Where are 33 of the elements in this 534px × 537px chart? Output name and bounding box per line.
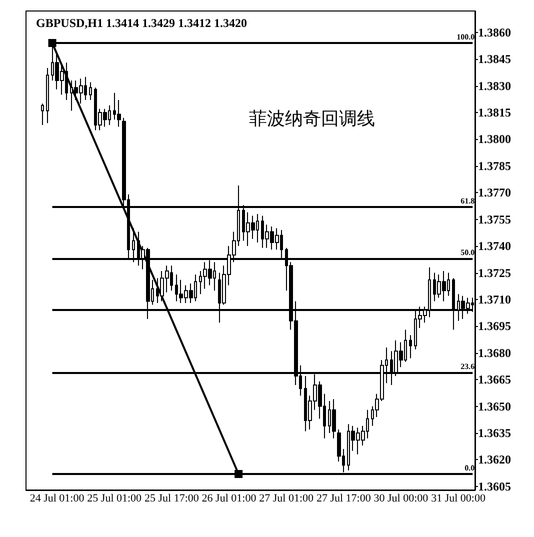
annotation: 61.8 <box>460 196 475 206</box>
x-tick-label: 30 Jul 00:00 <box>374 492 429 504</box>
x-tick-label: 26 Jul 01:00 <box>202 492 257 504</box>
y-tick-label: 1.3605 <box>478 479 511 494</box>
y-tick-label: 1.3665 <box>478 372 511 387</box>
y-tick-label: 1.3680 <box>478 346 511 360</box>
x-tick-label: 27 Jul 01:00 <box>259 492 314 504</box>
y-tick-label: 1.3710 <box>478 292 511 306</box>
annotation: 菲波纳奇回调线 <box>249 108 375 130</box>
y-tick-label: 1.3755 <box>478 212 511 226</box>
annotation: 0.0 <box>464 463 475 472</box>
y-tick-label: 1.3635 <box>478 426 511 440</box>
annotation: 100.0 <box>456 32 475 42</box>
x-tick-label: 31 Jul 00:00 <box>431 492 486 504</box>
y-tick-label: 1.3860 <box>478 25 511 40</box>
x-tick-label: 27 Jul 17:00 <box>316 492 372 504</box>
chart-title: GBPUSD,H1 1.3414 1.3429 1.3412 1.3420 <box>36 16 248 30</box>
y-tick-label: 1.3800 <box>478 132 511 146</box>
y-tick-label: 1.3830 <box>478 78 511 93</box>
y-tick-label: 1.3740 <box>478 239 511 254</box>
y-tick-label: 1.3845 <box>478 52 511 66</box>
y-tick-label: 1.3695 <box>478 319 511 334</box>
y-tick-label: 1.3650 <box>478 399 511 414</box>
y-tick-label: 1.3620 <box>478 452 511 467</box>
y-tick-label: 1.3785 <box>478 158 511 173</box>
x-tick-label: 25 Jul 17:00 <box>144 492 200 504</box>
x-tick-label: 25 Jul 01:00 <box>87 492 142 504</box>
annotation: 23.6 <box>460 362 475 371</box>
y-tick-label: 1.3725 <box>478 266 511 280</box>
x-tick-label: 24 Jul 01:00 <box>30 492 85 504</box>
y-tick-label: 1.3770 <box>478 186 511 200</box>
annotation: 50.0 <box>460 248 475 258</box>
y-tick-label: 1.3815 <box>478 106 511 120</box>
